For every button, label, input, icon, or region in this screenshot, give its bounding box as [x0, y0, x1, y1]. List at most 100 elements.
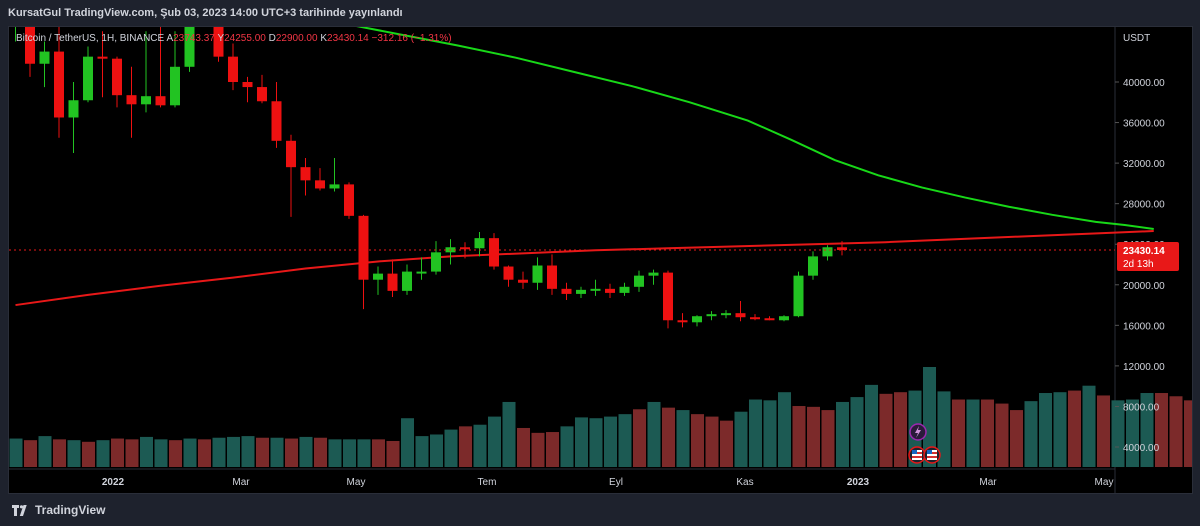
candle-body	[358, 215, 369, 280]
candle	[387, 259, 398, 297]
candle-body	[735, 313, 746, 318]
last-price-box	[1117, 241, 1179, 271]
countdown-label: 2d 13h	[1123, 259, 1154, 270]
candle	[619, 282, 630, 296]
candle-body	[402, 271, 412, 291]
volume-bar	[154, 439, 168, 467]
volume-bar	[560, 426, 574, 467]
volume-bar	[299, 436, 313, 467]
candle-body	[387, 273, 398, 291]
candle	[315, 168, 325, 191]
volume-bar	[24, 440, 37, 467]
volume-bar	[792, 406, 806, 467]
volume-bar	[67, 440, 81, 467]
volume-bar	[198, 439, 211, 467]
volume-bar	[285, 438, 298, 467]
candle	[793, 271, 804, 318]
candle-body	[68, 100, 79, 118]
candle-body	[750, 317, 760, 320]
x-tick-label: Tem	[478, 477, 497, 488]
volume-bar	[1053, 392, 1067, 467]
candle	[416, 257, 427, 280]
volume-bar	[836, 401, 849, 467]
candle	[706, 311, 717, 321]
volume-bar	[749, 399, 762, 467]
volume-bar	[633, 409, 646, 467]
candlestick-chart[interactable]: USDT40000.0036000.0032000.0028000.002400…	[9, 27, 1192, 493]
volume-bar	[140, 436, 153, 467]
candle-body	[503, 266, 514, 280]
candle	[431, 241, 441, 275]
volume-bar	[401, 418, 414, 467]
candle-body	[373, 273, 383, 280]
candle-body	[808, 256, 818, 276]
volume-bar	[473, 424, 487, 467]
candle-body	[779, 316, 789, 321]
tradingview-brand: TradingView	[35, 503, 106, 517]
candle	[822, 245, 833, 261]
volume-bar	[328, 439, 342, 467]
candle	[692, 315, 702, 327]
volume-bar	[662, 407, 675, 467]
volume-bar	[981, 399, 994, 467]
candle-body	[489, 238, 499, 267]
candle-body	[706, 314, 717, 317]
volume-bar	[865, 384, 878, 467]
candle-body	[532, 265, 543, 283]
volume-bar	[575, 417, 588, 467]
candle-body	[126, 95, 137, 105]
x-tick-label: 2023	[847, 477, 870, 488]
candle	[373, 266, 383, 295]
x-tick-label: 2022	[102, 477, 125, 488]
candle	[489, 233, 499, 270]
volume-bar	[1169, 396, 1183, 467]
candle-body	[271, 101, 282, 141]
candle-body	[474, 238, 485, 249]
candle	[271, 82, 282, 148]
last-price-label: 23430.14	[1123, 246, 1165, 257]
candle-body	[213, 27, 224, 57]
volume-bar	[705, 416, 719, 467]
chart-frame[interactable]: USDT40000.0036000.0032000.0028000.002400…	[8, 26, 1193, 494]
candle-body	[648, 272, 659, 276]
publish-title: KursatGul TradingView.com, Şub 03, 2023 …	[8, 7, 403, 19]
candle-body	[54, 51, 64, 118]
candle-body	[692, 316, 702, 323]
volume-bar	[1155, 393, 1168, 467]
volume-bar	[357, 439, 371, 467]
candle	[155, 27, 166, 108]
candle-body	[184, 27, 195, 67]
y-tick-label: 16000.00	[1123, 321, 1165, 332]
volume-bar	[314, 437, 327, 467]
volume-bar	[850, 397, 864, 467]
candle-body	[83, 56, 93, 101]
footer-bar: TradingView	[0, 494, 1200, 526]
volume-bar	[9, 438, 23, 467]
candle	[329, 158, 340, 192]
candle	[837, 241, 847, 256]
candle-body	[286, 140, 296, 168]
volume-bar	[82, 441, 95, 467]
volume-bar	[720, 420, 733, 467]
volume-bar	[604, 416, 617, 467]
candle-body	[634, 275, 644, 287]
volume-bar	[1024, 401, 1038, 467]
volume-bar	[241, 436, 255, 467]
x-tick-label: Mar	[232, 477, 250, 488]
volume-bar	[879, 393, 893, 467]
candle-body	[590, 288, 601, 291]
volume-bar	[952, 399, 965, 467]
tradingview-logo[interactable]: TradingView	[12, 503, 105, 517]
volume-bar	[763, 400, 777, 467]
volume-bar	[821, 410, 835, 467]
candle-body	[561, 288, 572, 294]
volume-bar	[169, 440, 182, 467]
x-tick-label: May	[347, 477, 366, 488]
candle	[170, 31, 180, 108]
candle-body	[170, 66, 180, 106]
candle-body	[460, 247, 470, 250]
y-tick-label: 4000.00	[1123, 443, 1160, 454]
candle	[54, 27, 64, 138]
candle-body	[25, 27, 35, 64]
y-tick-label: 36000.00	[1123, 119, 1165, 130]
